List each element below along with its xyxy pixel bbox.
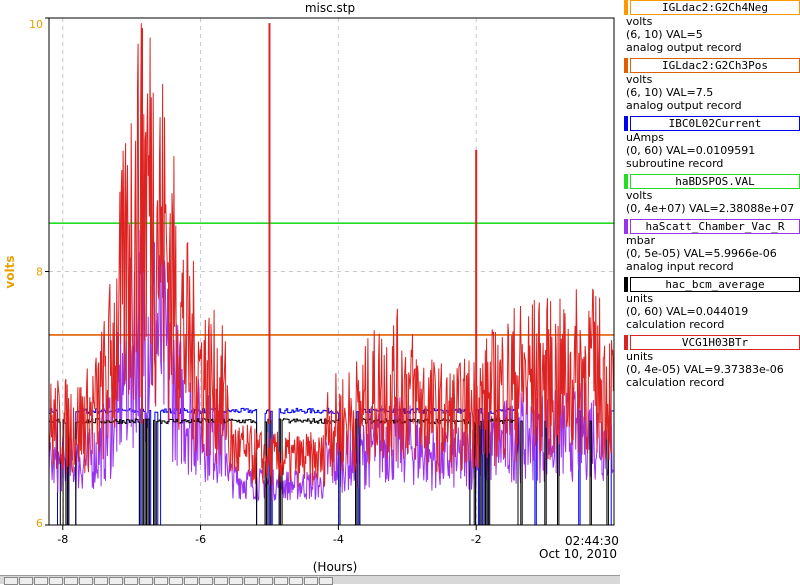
legend-entry[interactable]: IBC0L02Current uAmps (0, 60) VAL=0.0109591…	[624, 116, 800, 170]
legend-color-swatch	[624, 277, 628, 292]
legend-entry-name: IBC0L02Current	[630, 116, 800, 131]
legend-entry[interactable]: haScatt_Chamber_Vac_R mbar (0, 5e-05) VAL=…	[624, 219, 800, 273]
toolbar-button[interactable]	[199, 577, 213, 585]
y-axis: 10 8 6	[29, 17, 49, 530]
x-end-time: 02:44:30	[565, 534, 619, 548]
toolbar-button[interactable]	[304, 577, 318, 585]
toolbar-button[interactable]	[289, 577, 303, 585]
legend-range-val: (6, 10) VAL=7.5	[626, 86, 714, 99]
toolbar-button[interactable]	[169, 577, 183, 585]
legend-entry-bar: hac_bcm_average	[624, 277, 800, 292]
legend-rtype: analog input record	[626, 260, 734, 273]
legend-rtype: analog output record	[626, 41, 742, 54]
legend-entry[interactable]: IGLdac2:G2Ch4Neg volts (6, 10) VAL=5 analog…	[624, 0, 800, 54]
legend-entry[interactable]: VCG1H03BTr units (0, 4e-05) VAL=9.37383e-0…	[624, 335, 800, 389]
x-end-date: Oct 10, 2010	[539, 547, 617, 561]
y-tick-label: 6	[36, 517, 43, 530]
toolbar-button[interactable]	[34, 577, 48, 585]
legend-entry-name: haBDSPOS.VAL	[630, 174, 800, 189]
legend-color-swatch	[624, 116, 628, 131]
toolbar-button[interactable]	[109, 577, 123, 585]
legend-range-val: (0, 5e-05) VAL=5.9966e-06	[626, 247, 777, 260]
legend-entry-bar: IGLdac2:G2Ch3Pos	[624, 58, 800, 73]
legend-unit: units	[626, 350, 654, 363]
toolbar-button[interactable]	[79, 577, 93, 585]
legend-entry-name: IGLdac2:G2Ch4Neg	[630, 0, 800, 15]
toolbar-button[interactable]	[184, 577, 198, 585]
legend-unit: volts	[626, 15, 653, 28]
legend-rtype: calculation record	[626, 376, 725, 389]
x-axis: -8 -6 -4 -2	[57, 525, 482, 546]
x-tick-label: -4	[333, 533, 344, 546]
toolbar-button[interactable]	[319, 577, 333, 585]
stripchart-plot[interactable]: misc.stp 10 8 6 -8 -6 -4 -2 volts (Hours) 02:…	[0, 0, 620, 583]
legend-entry-bar: IBC0L02Current	[624, 116, 800, 131]
legend-entry-bar: haBDSPOS.VAL	[624, 174, 800, 189]
legend-entry[interactable]: haBDSPOS.VAL volts (0, 4e+07) VAL=2.38088e…	[624, 174, 800, 215]
legend-unit: volts	[626, 73, 653, 86]
legend-range-val: (0, 60) VAL=0.0109591	[626, 144, 756, 157]
legend-color-swatch	[624, 58, 628, 73]
legend-rtype: calculation record	[626, 318, 725, 331]
x-tick-label: -6	[195, 533, 206, 546]
toolbar-button[interactable]	[154, 577, 168, 585]
toolbar-button[interactable]	[4, 577, 18, 585]
legend-range-val: (0, 4e-05) VAL=9.37383e-06	[626, 363, 784, 376]
toolbar-button[interactable]	[244, 577, 258, 585]
legend-unit: mbar	[626, 234, 655, 247]
x-axis-label: (Hours)	[313, 560, 358, 574]
legend-rtype: analog output record	[626, 99, 742, 112]
y-axis-label: volts	[3, 255, 17, 288]
legend-entry[interactable]: hac_bcm_average units (0, 60) VAL=0.044019…	[624, 277, 800, 331]
legend-entry-name: VCG1H03BTr	[630, 335, 800, 350]
toolbar-button[interactable]	[274, 577, 288, 585]
toolbar-button[interactable]	[229, 577, 243, 585]
legend-entry-bar: IGLdac2:G2Ch4Neg	[624, 0, 800, 15]
legend-color-swatch	[624, 174, 628, 189]
legend-entry-bar: haScatt_Chamber_Vac_R	[624, 219, 800, 234]
x-tick-label: -8	[57, 533, 68, 546]
legend-entry-name: IGLdac2:G2Ch3Pos	[630, 58, 800, 73]
toolbar-button[interactable]	[49, 577, 63, 585]
legend-unit: units	[626, 292, 654, 305]
legend-range-val: (6, 10) VAL=5	[626, 28, 703, 41]
toolbar-button[interactable]	[64, 577, 78, 585]
toolbar-button[interactable]	[214, 577, 228, 585]
legend-color-swatch	[624, 335, 628, 350]
legend-entry-name: hac_bcm_average	[630, 277, 800, 292]
y-tick-label: 8	[36, 266, 43, 279]
legend-entry[interactable]: IGLdac2:G2Ch3Pos volts (6, 10) VAL=7.5 anal…	[624, 58, 800, 112]
legend-range-val: (0, 4e+07) VAL=2.38088e+07	[626, 202, 795, 215]
series-layer	[48, 23, 615, 526]
legend-color-swatch	[624, 219, 628, 234]
legend-entry-name: haScatt_Chamber_Vac_R	[630, 219, 800, 234]
series-line	[48, 23, 615, 487]
chart-title: misc.stp	[305, 1, 355, 15]
toolbar-button[interactable]	[139, 577, 153, 585]
legend-rtype: subroutine record	[626, 157, 724, 170]
legend-entry-bar: VCG1H03BTr	[624, 335, 800, 350]
series-line	[49, 418, 614, 526]
legend-unit: uAmps	[626, 131, 664, 144]
toolbar-button[interactable]	[259, 577, 273, 585]
grid-lines	[49, 18, 614, 525]
legend-unit: volts	[626, 189, 653, 202]
toolbar-button[interactable]	[94, 577, 108, 585]
legend-panel: IGLdac2:G2Ch4Neg volts (6, 10) VAL=5 analog…	[620, 0, 800, 583]
legend-color-swatch	[624, 0, 628, 15]
toolbar-button[interactable]	[124, 577, 138, 585]
toolbar-button[interactable]	[19, 577, 33, 585]
y-tick-label: 10	[29, 18, 43, 31]
x-tick-label: -2	[471, 533, 482, 546]
legend-range-val: (0, 60) VAL=0.044019	[626, 305, 749, 318]
